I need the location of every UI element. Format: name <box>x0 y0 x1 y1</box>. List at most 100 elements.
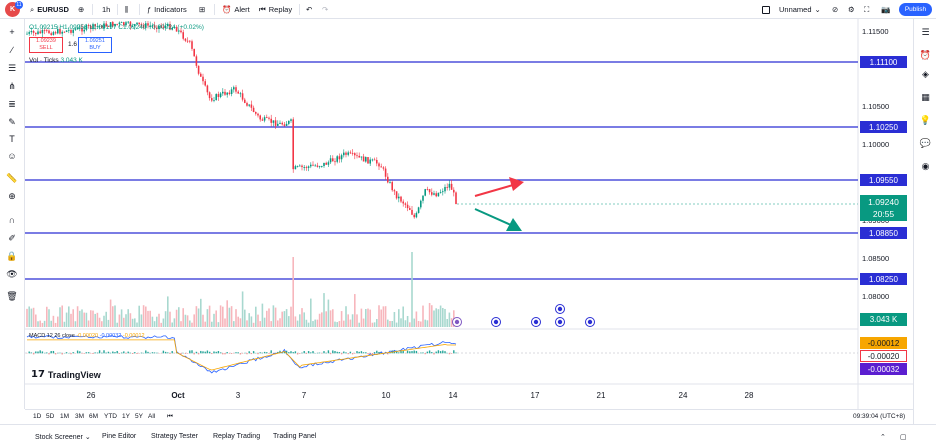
volume-bar <box>37 321 39 327</box>
candle-body <box>129 21 132 27</box>
range-3m[interactable]: 3M <box>75 413 85 420</box>
add-symbol-button[interactable]: ⊕ <box>78 3 84 16</box>
candle-body <box>358 155 360 158</box>
hline-price-label[interactable]: 1.10250 <box>860 121 907 133</box>
candle-body <box>263 117 266 121</box>
lock-icon[interactable]: 🔒 <box>6 250 18 261</box>
maximize-panel-icon[interactable]: ▢ <box>900 434 907 441</box>
eye-icon[interactable]: 👁 <box>6 268 18 279</box>
macd-histogram-bar <box>116 350 118 354</box>
chart-canvas[interactable] <box>25 19 913 409</box>
indicators-button[interactable]: ƒ Indicators <box>147 5 187 14</box>
range-5d[interactable]: 5D <box>46 413 55 420</box>
macd-histogram-bar <box>167 352 169 354</box>
macd-histogram-bar <box>169 353 171 354</box>
settings-button[interactable]: ⚙ <box>848 3 855 16</box>
trend-line-icon[interactable]: ∕ <box>11 45 13 55</box>
screenshot-button[interactable]: 📷 <box>881 3 890 16</box>
goto-date-icon[interactable]: ⏮ <box>167 413 173 420</box>
replay-button[interactable]: ⏮ Replay <box>259 4 293 15</box>
publish-button[interactable]: Publish <box>899 3 932 16</box>
candle-body <box>200 73 202 77</box>
tab-replay-trading[interactable]: Replay Trading <box>213 433 261 440</box>
tradingview-logo[interactable]: 𝟭𝟳 TradingView <box>31 369 101 380</box>
clock-timezone[interactable]: 09:39:04 (UTC+8) <box>853 413 906 420</box>
candle-body <box>90 25 92 29</box>
tab-pine-editor[interactable]: Pine Editor <box>102 433 137 440</box>
quick-search-button[interactable]: ⊘ <box>832 3 838 16</box>
magnet-icon[interactable]: ∩ <box>8 215 16 225</box>
alerts-icon[interactable]: ⏰ <box>919 50 932 60</box>
candle-body <box>252 107 255 113</box>
volume-bar <box>193 314 195 327</box>
crosshair-icon[interactable]: + <box>9 27 15 37</box>
range-1d[interactable]: 1D <box>33 413 42 420</box>
chart-type-button[interactable]: ⫼ <box>125 3 128 16</box>
volume-bar <box>162 318 165 327</box>
macd-histogram-bar <box>96 352 99 354</box>
volume-bar <box>184 314 187 327</box>
volume-bar <box>189 320 191 327</box>
chart-pane[interactable]: O1.09215 H1.09256 L1.09197 C1.09240 +0.0… <box>25 19 913 409</box>
watchlist-icon[interactable]: ☰ <box>921 27 930 37</box>
volume-bar <box>87 320 90 327</box>
volume-bar <box>217 322 220 327</box>
text-icon[interactable]: T <box>9 134 15 144</box>
tab-strategy-tester[interactable]: Strategy Tester <box>151 433 198 440</box>
macd-histogram-bar <box>145 350 147 354</box>
volume-bar <box>378 305 380 327</box>
chat-icon[interactable]: 💬 <box>919 138 932 148</box>
fullscreen-button[interactable]: ⛶ <box>864 3 869 16</box>
sell-button[interactable]: 1.09239 SELL <box>29 37 63 53</box>
buy-button[interactable]: 1.09251 BUY <box>78 37 112 53</box>
range-5y[interactable]: 5Y <box>135 413 143 420</box>
candle-body <box>76 27 79 30</box>
hline-price-label[interactable]: 1.09550 <box>860 174 907 186</box>
horizontal-lines-icon[interactable]: ☰ <box>7 62 17 73</box>
volume-bar <box>70 313 72 327</box>
alert-button[interactable]: ⏰ Alert <box>222 5 250 14</box>
macd-histogram-bar <box>50 351 52 354</box>
layout-name[interactable]: Unnamed ⌄ <box>762 3 821 16</box>
range-6m[interactable]: 6M <box>89 413 99 420</box>
macd-histogram-bar <box>184 353 187 354</box>
hline-price-label[interactable]: 1.08250 <box>860 273 907 285</box>
volume-bar <box>206 309 209 327</box>
macd-histogram-bar <box>79 351 81 354</box>
range-all[interactable]: All <box>148 413 156 420</box>
pitchfork-icon[interactable]: ⋔ <box>8 80 16 91</box>
range-ytd[interactable]: YTD <box>104 413 117 420</box>
layers-icon[interactable]: ◈ <box>922 69 929 79</box>
streams-icon[interactable]: ◉ <box>921 161 930 171</box>
hline-price-label[interactable]: 1.11100 <box>860 56 907 68</box>
trash-icon[interactable]: 🗑 <box>6 290 18 301</box>
range-1m[interactable]: 1M <box>60 413 70 420</box>
calendar-icon[interactable]: ▦ <box>921 92 930 102</box>
interval-button[interactable]: 1h <box>102 5 111 14</box>
hline-price-label[interactable]: 1.08850 <box>860 227 907 239</box>
layouts-button[interactable]: ⊞ <box>199 3 205 16</box>
zoom-in-icon[interactable]: ⊕ <box>8 190 16 201</box>
emoji-icon[interactable]: ☺ <box>7 151 17 161</box>
candle-body <box>413 214 415 218</box>
collapse-panel-icon[interactable]: ⌃ <box>880 434 886 441</box>
range-1y[interactable]: 1Y <box>122 413 130 420</box>
ideas-icon[interactable]: 💡 <box>919 115 932 125</box>
tab-trading-panel[interactable]: Trading Panel <box>273 433 317 440</box>
volume-bar <box>270 321 272 327</box>
fib-icon[interactable]: ≣ <box>8 98 16 109</box>
volume-bar <box>186 315 189 327</box>
tab-stock-screener[interactable]: Stock Screener ⌄ <box>35 434 91 441</box>
brush-icon[interactable]: ✎ <box>8 116 16 127</box>
redo-button[interactable]: ↷ <box>322 3 328 16</box>
ruler-icon[interactable]: 📏 <box>6 172 18 183</box>
volume-bar <box>252 322 255 327</box>
macd-histogram-bar <box>327 350 330 354</box>
macd-histogram-bar <box>292 352 294 354</box>
symbol-search[interactable]: ⌕ EURUSD <box>30 3 69 16</box>
undo-button[interactable]: ↶ <box>306 3 312 16</box>
macd-histogram-bar <box>125 353 127 354</box>
candle-body <box>391 182 393 191</box>
volume-bar <box>63 321 66 327</box>
stay-drawing-icon[interactable]: ✐ <box>8 232 16 243</box>
